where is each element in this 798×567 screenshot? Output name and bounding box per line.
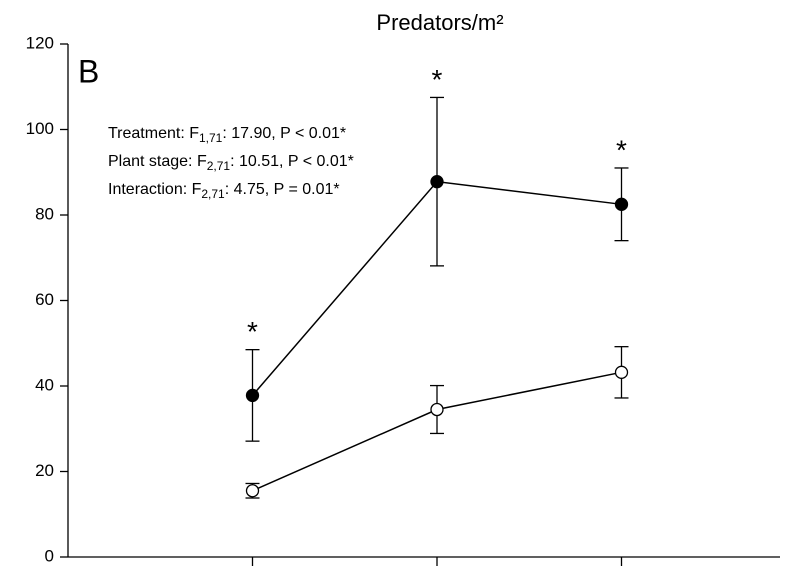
y-tick-label: 40 <box>35 375 54 394</box>
y-tick-label: 0 <box>45 546 54 565</box>
annotation-text: : 10.51, P < 0.01* <box>230 153 354 170</box>
marker <box>245 388 260 403</box>
annotation-subscript: 1,71 <box>199 131 223 145</box>
y-tick-label: 120 <box>26 33 54 52</box>
marker <box>430 402 444 417</box>
annotation: Interaction: F2,71: 4.75, P = 0.01* <box>108 181 340 201</box>
marker <box>430 175 444 189</box>
annotation: Plant stage: F2,71: 10.51, P < 0.01* <box>108 153 354 173</box>
annotation-text: Interaction: F <box>108 181 202 198</box>
annotation: Treatment: F1,71: 17.90, P < 0.01* <box>108 125 346 145</box>
annotation-text: : 4.75, P = 0.01* <box>225 181 340 198</box>
annotation-text: : 17.90, P < 0.01* <box>222 125 346 142</box>
significance-marker: * <box>432 64 443 95</box>
marker <box>245 484 260 498</box>
y-tick-label: 100 <box>26 119 54 138</box>
panel-label: B <box>78 53 99 89</box>
marker <box>614 365 629 379</box>
chart-title: Predators/m² <box>376 10 503 35</box>
y-tick-label: 80 <box>35 204 54 223</box>
significance-marker: * <box>247 316 258 347</box>
annotation-subscript: 2,71 <box>201 187 225 201</box>
y-tick-label: 60 <box>35 290 54 309</box>
y-tick-label: 20 <box>35 461 54 480</box>
marker <box>614 197 629 211</box>
annotation-text: Plant stage: F <box>108 153 207 170</box>
significance-marker: * <box>616 134 627 165</box>
annotation-text: Treatment: F <box>108 125 199 142</box>
annotation-subscript: 2,71 <box>207 159 231 173</box>
